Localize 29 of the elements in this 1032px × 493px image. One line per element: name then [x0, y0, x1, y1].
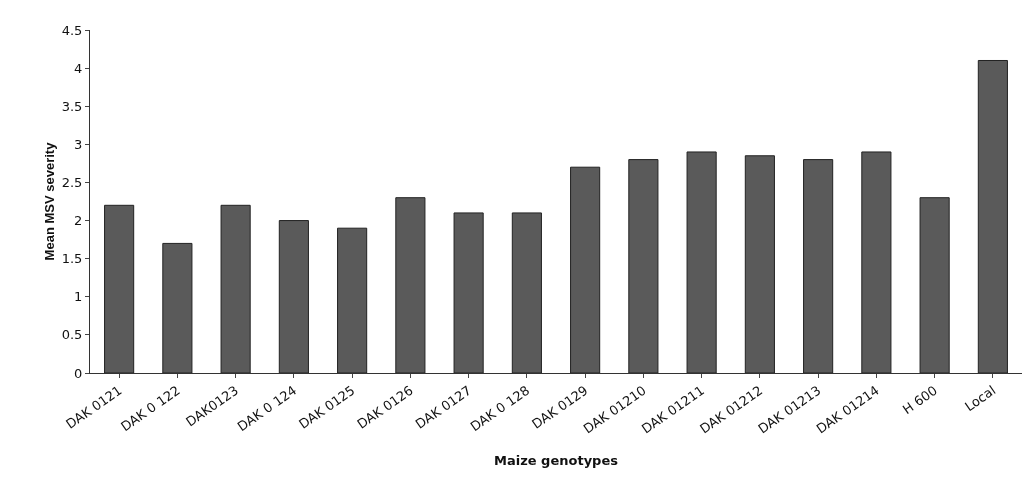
bar	[744, 155, 775, 373]
bar	[453, 212, 484, 373]
bar	[337, 227, 368, 373]
y-tick-label: 1.5	[61, 251, 83, 267]
y-tick-label: 2.5	[61, 174, 83, 190]
bar	[162, 242, 193, 373]
bar	[104, 204, 135, 373]
bar	[686, 151, 717, 373]
y-tick-label: 0.5	[61, 327, 83, 343]
bar	[278, 220, 309, 373]
bar	[861, 151, 892, 373]
bar	[570, 166, 601, 373]
bar	[395, 197, 426, 373]
bar	[628, 159, 659, 373]
bar	[220, 204, 251, 373]
y-axis-title: Mean MSV severity	[42, 141, 57, 261]
y-tick-label: 4.5	[61, 22, 83, 38]
bar	[977, 59, 1008, 373]
y-tick-label: 3.5	[61, 98, 83, 114]
bar	[511, 212, 542, 373]
y-tick-label: 1	[74, 289, 83, 305]
x-tick-label: H 600	[899, 382, 941, 418]
y-tick-label: 4	[74, 60, 83, 76]
bar	[919, 197, 950, 373]
y-tick-label: 0	[74, 365, 83, 381]
bar	[803, 159, 834, 373]
x-axis-title: Maize genotypes	[494, 453, 619, 469]
y-tick-label: 3	[74, 136, 83, 152]
y-tick-label: 2	[74, 213, 83, 229]
